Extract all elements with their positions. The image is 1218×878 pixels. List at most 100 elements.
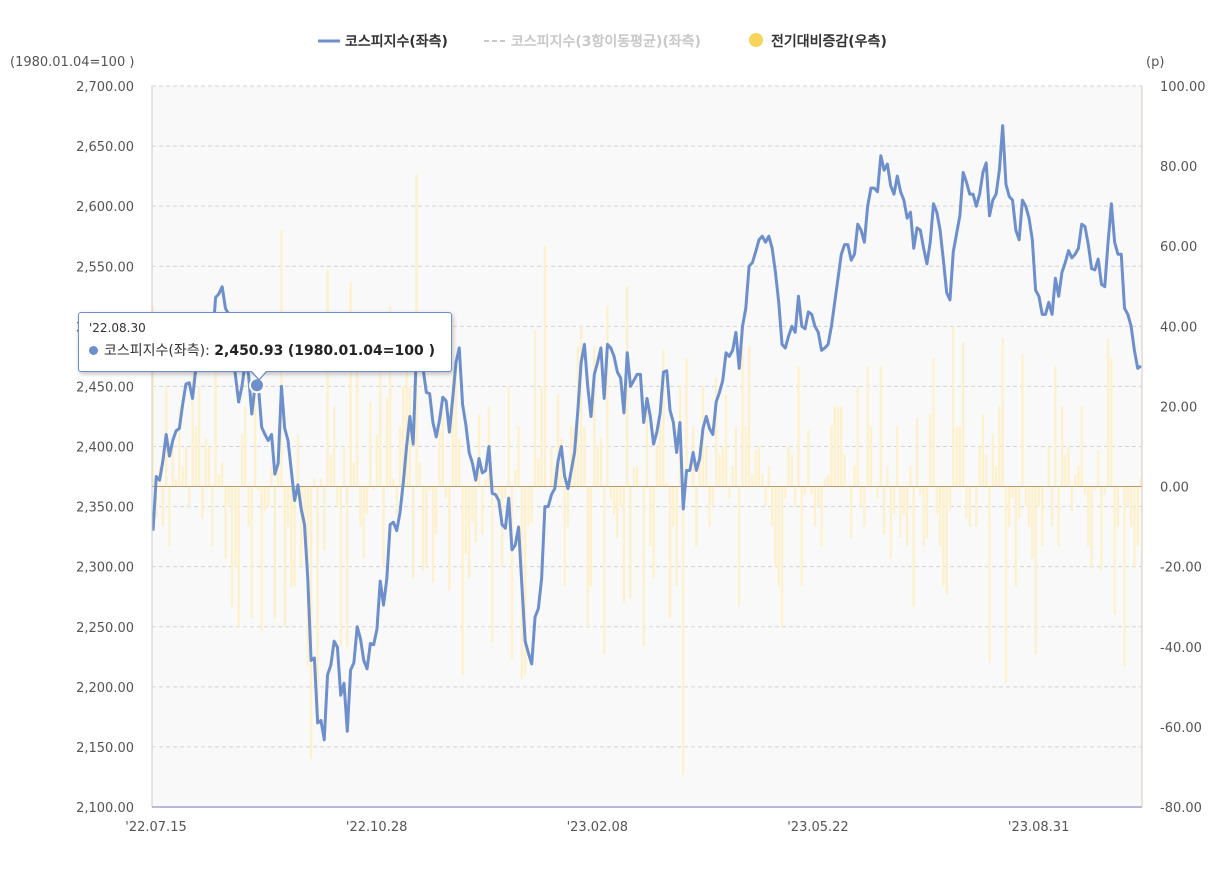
kospi-point: [550, 493, 552, 495]
change-bar: [635, 466, 639, 487]
change-bar: [540, 386, 543, 487]
change-bar: [751, 474, 754, 487]
kospi-point: [237, 401, 239, 403]
kospi-point: [1087, 243, 1089, 245]
kospi-point: [1028, 217, 1030, 219]
change-bar: [659, 422, 662, 487]
change-bar: [632, 466, 635, 487]
change-bar: [448, 486, 451, 591]
change-bar: [649, 486, 652, 547]
change-bar: [896, 426, 899, 487]
kospi-point: [1067, 249, 1069, 251]
change-bar: [530, 486, 533, 523]
kospi-point: [1097, 258, 1099, 260]
change-bar: [606, 306, 609, 487]
change-bar: [230, 486, 234, 607]
change-bar: [566, 486, 570, 527]
change-bar: [787, 446, 790, 487]
kospi-point: [1117, 253, 1119, 255]
kospi-point: [969, 193, 971, 195]
tooltip-series-dot: [89, 345, 98, 355]
change-bar: [468, 486, 471, 579]
kospi-point: [303, 523, 305, 525]
kospi-point: [573, 451, 575, 453]
change-bar: [833, 406, 836, 487]
change-bar: [813, 486, 817, 527]
change-bar: [596, 446, 599, 487]
change-bar: [211, 486, 214, 547]
change-bar: [533, 330, 537, 487]
left-tick-label: 2,150.00: [76, 741, 134, 756]
kospi-point: [185, 383, 187, 385]
change-bar: [1054, 366, 1057, 487]
kospi-point: [988, 215, 990, 217]
legend-label-change[interactable]: 전기대비증감(우측): [771, 33, 887, 50]
change-bar: [319, 478, 323, 487]
kospi-point: [679, 421, 681, 423]
change-bar: [1047, 446, 1050, 487]
kospi-point: [458, 347, 460, 349]
change-bar: [777, 486, 780, 587]
change-bar: [794, 486, 797, 507]
change-bar: [892, 486, 896, 515]
kospi-point: [629, 385, 631, 387]
kospi-point: [455, 361, 457, 363]
change-bar: [342, 446, 346, 487]
kospi-point: [188, 382, 190, 384]
change-bar: [978, 446, 981, 487]
change-bar: [856, 386, 859, 487]
kospi-point: [366, 668, 368, 670]
kospi-point: [857, 223, 859, 225]
change-bar: [227, 486, 230, 507]
legend-label-moving-average[interactable]: 코스피지수(3항이동평균)(좌측): [511, 33, 701, 50]
kospi-point: [649, 415, 651, 417]
change-bar: [379, 326, 382, 487]
change-bar: [744, 426, 747, 487]
kospi-point: [735, 331, 737, 333]
change-bar: [698, 446, 701, 487]
kospi-point: [791, 325, 793, 327]
kospi-point: [814, 325, 816, 327]
right-tick-label: -40.00: [1160, 641, 1202, 656]
kospi-point: [323, 739, 325, 741]
kospi-point: [570, 469, 572, 471]
change-bar: [339, 486, 342, 647]
tooltip-arrow-inner: [252, 371, 266, 379]
change-bar: [458, 438, 461, 487]
kospi-point: [363, 659, 365, 661]
change-bar: [1139, 478, 1143, 487]
kospi-point: [475, 479, 477, 481]
change-bar: [365, 486, 369, 515]
change-bar: [757, 446, 761, 487]
kospi-point: [514, 544, 516, 546]
change-bar: [214, 326, 217, 487]
change-bar: [906, 486, 909, 547]
change-bar: [1093, 486, 1097, 491]
change-bar: [1004, 486, 1008, 683]
kospi-point: [600, 347, 602, 349]
change-bar: [431, 486, 435, 583]
change-bar: [412, 486, 415, 579]
change-bar: [1031, 486, 1034, 559]
legend[interactable]: 코스피지수(좌측) 코스피지수(3항이동평균)(좌측) 전기대비증감(우측): [318, 33, 887, 50]
kospi-point: [369, 642, 371, 644]
kospi-point: [955, 233, 957, 235]
change-bar: [435, 486, 438, 535]
change-bar: [932, 358, 935, 487]
change-bar: [1100, 486, 1103, 571]
change-bar: [1103, 486, 1106, 495]
legend-label-kospi[interactable]: 코스피지수(좌측): [345, 34, 448, 50]
change-bar: [879, 366, 882, 487]
kospi-point: [507, 497, 509, 499]
kospi-point: [448, 431, 450, 433]
change-bar: [665, 482, 668, 487]
kospi-point: [547, 505, 549, 507]
kospi-point: [432, 421, 434, 423]
change-bar: [263, 486, 267, 511]
kospi-point: [745, 307, 747, 309]
kospi-point: [613, 355, 615, 357]
change-bar: [955, 426, 958, 487]
change-bar: [1090, 486, 1093, 567]
change-bar: [599, 438, 603, 487]
change-bar: [303, 486, 306, 539]
